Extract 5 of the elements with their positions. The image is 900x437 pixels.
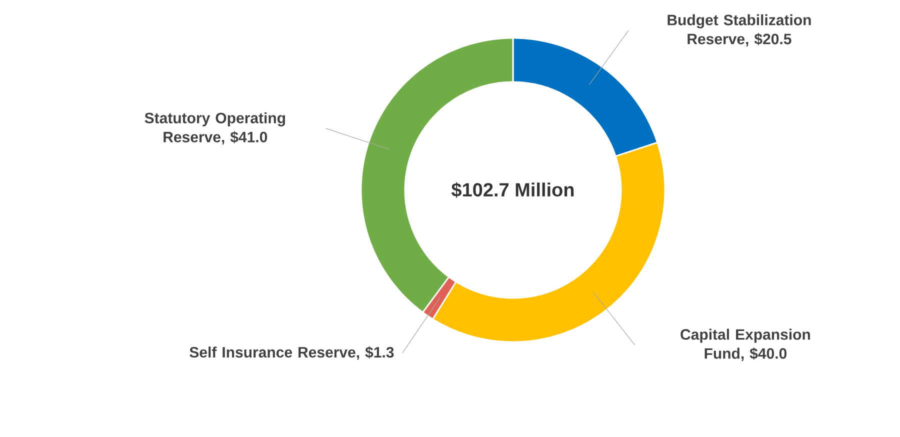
slice-label: Statutory Operating Reserve, $41.0 <box>144 112 285 145</box>
slice-label: Capital Expansion Fund, $40.0 <box>680 328 810 361</box>
slice-label: Budget Stabilization Reserve, $20.5 <box>668 14 811 46</box>
text: $102.7 Million <box>451 182 574 198</box>
slice-label: Self Insurance Reserve, $1.3 <box>190 346 394 360</box>
